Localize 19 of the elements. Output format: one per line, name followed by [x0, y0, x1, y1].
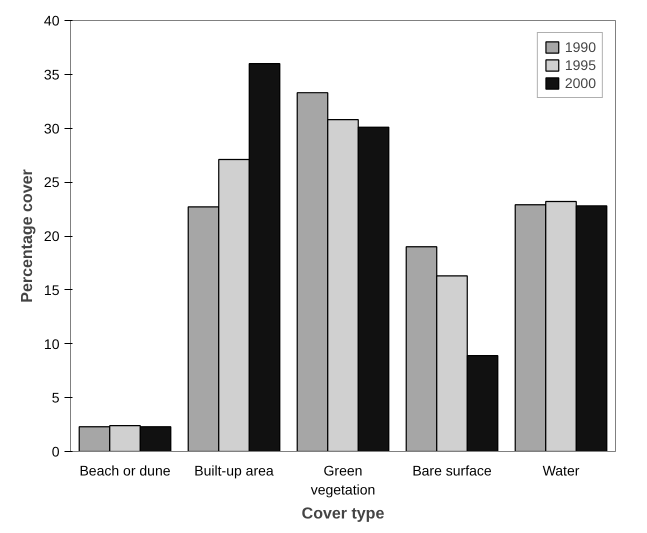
x-axis-title: Cover type — [302, 506, 384, 523]
y-tick-label: 15 — [44, 282, 60, 298]
y-tick-label: 35 — [44, 66, 60, 82]
legend-label: 1995 — [564, 57, 596, 73]
y-tick-label: 20 — [44, 228, 60, 244]
x-tick-label: Bare surface — [412, 462, 492, 478]
y-tick-label: 0 — [52, 444, 60, 460]
x-tick-label: Beach or dune — [79, 462, 171, 478]
x-tick-label: Built-up area — [194, 462, 274, 478]
y-tick-label: 30 — [44, 120, 60, 136]
y-tick-label: 25 — [44, 174, 60, 190]
y-tick-label: 10 — [44, 336, 60, 352]
y-tick-label: 40 — [44, 12, 60, 28]
x-tick-label: Green vegetation — [310, 462, 376, 498]
legend-label: 1990 — [564, 39, 596, 55]
legend-label: 2000 — [564, 75, 596, 91]
y-axis-title: Percentage cover — [18, 169, 36, 303]
x-tick-label: Water — [542, 462, 580, 478]
y-tick-label: 5 — [52, 390, 60, 406]
